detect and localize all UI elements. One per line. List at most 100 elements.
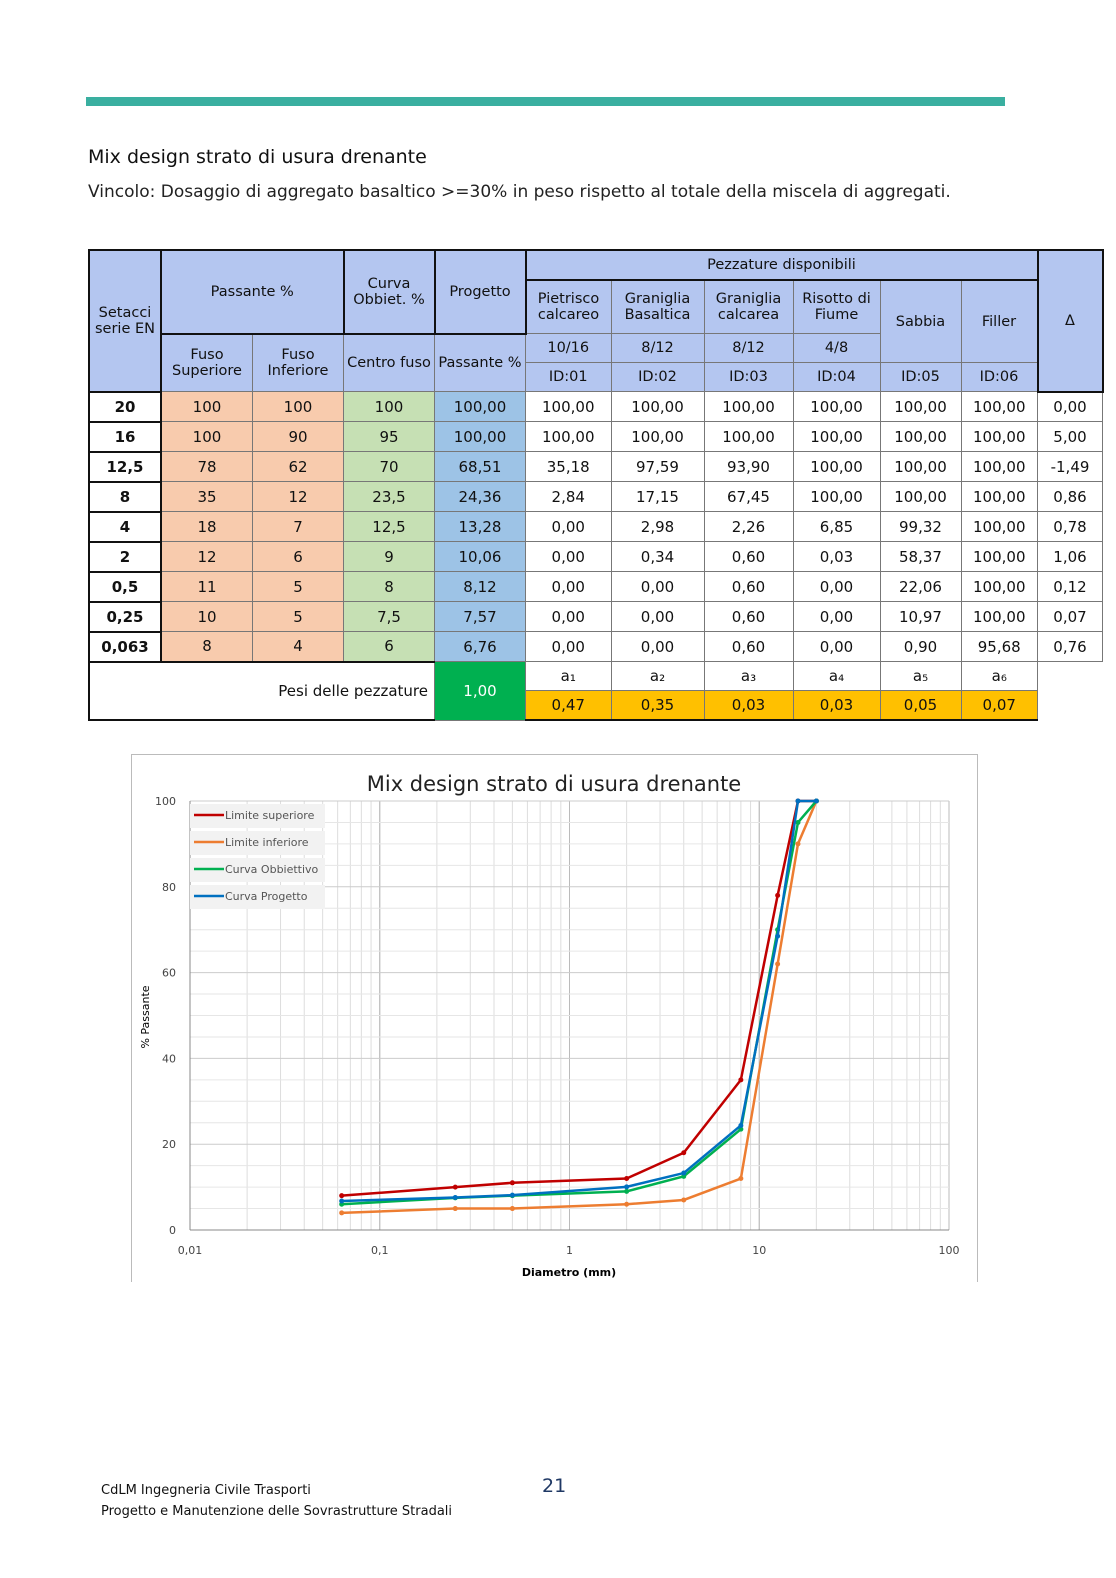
table-cell: 0,76: [1037, 631, 1103, 662]
y-tick-label: 80: [162, 881, 176, 894]
data-point: [795, 798, 801, 804]
table-cell: 0,063: [88, 630, 162, 663]
table-cell: 78: [160, 451, 253, 482]
header-material-id: ID:03: [703, 362, 794, 392]
data-point: [795, 819, 801, 825]
table-cell: 100,00: [792, 481, 881, 512]
table-row: 0,25 10 5 7,5 7,57 0,00 0,00 0,60 0,00 10,97 100,0…: [88, 600, 1103, 633]
y-tick-label: 0: [169, 1224, 176, 1237]
data-point: [775, 961, 781, 967]
table-row: 2 12 6 9 10,06 0,00 0,34 0,60 0,03 58,37 100,00 1,0…: [88, 540, 1103, 573]
table-row: 4 18 7 12,5 13,28 0,00 2,98 2,26 6,85 99,32 100,00…: [88, 510, 1103, 543]
table-cell: 0,00: [610, 571, 705, 602]
data-point: [339, 1193, 345, 1199]
table-cell: 100,00: [960, 541, 1038, 572]
data-point: [339, 1210, 345, 1216]
table-cell: -1,49: [1037, 451, 1103, 482]
data-point: [509, 1180, 515, 1186]
weight-name: a₂: [610, 661, 705, 691]
table-cell: 9: [343, 541, 435, 572]
table-cell: 16: [88, 420, 162, 453]
table-cell: 0,12: [1037, 571, 1103, 602]
table-cell: 10,06: [434, 541, 526, 572]
footer-course: CdLM Ingegneria Civile Trasporti: [101, 1483, 311, 1498]
table-cell: 100,00: [434, 391, 526, 422]
table-cell: 2,26: [703, 511, 794, 542]
table-cell: 22,06: [879, 571, 962, 602]
table-cell: 100,00: [792, 451, 881, 482]
table-cell: 0,00: [525, 571, 612, 602]
header-curva: Curva Obbiet. %: [342, 249, 436, 335]
table-cell: 100: [252, 391, 344, 422]
table-cell: 100: [160, 421, 253, 452]
series-line-3: [341, 799, 817, 1203]
table-cell: 100,00: [792, 391, 881, 422]
table-row: 0,5 11 5 8 8,12 0,00 0,00 0,60 0,00 22,06 100,00 0,…: [88, 570, 1103, 603]
page-number: 21: [542, 1475, 567, 1497]
data-point: [452, 1206, 458, 1212]
weight-name: a₆: [960, 661, 1038, 691]
table-cell: 0,90: [879, 631, 962, 662]
section-title: Mix design strato di usura drenante: [88, 146, 427, 168]
table-cell: 2,84: [525, 481, 612, 512]
table-cell: 0,00: [610, 601, 705, 632]
table-cell: 7: [252, 511, 344, 542]
table-cell: 100,00: [960, 421, 1038, 452]
weight-value: 0,47: [525, 690, 612, 721]
table-cell: 0,60: [703, 541, 794, 572]
table-cell: 17,15: [610, 481, 705, 512]
table-cell: 6: [252, 541, 344, 572]
data-point: [624, 1201, 630, 1207]
table-cell: 100,00: [879, 391, 962, 422]
legend-label: Limite inferiore: [225, 836, 309, 849]
table-cell: 7,5: [343, 601, 435, 632]
header-rule: [86, 97, 1005, 106]
table-cell: 0,00: [525, 631, 612, 662]
data-point: [509, 1206, 515, 1212]
x-tick-label: 1: [566, 1244, 573, 1257]
table-cell: 100,00: [525, 421, 612, 452]
header-material-id: ID:04: [792, 362, 881, 392]
weight-name: a₄: [792, 661, 881, 691]
table-cell: 0,60: [703, 631, 794, 662]
table-cell: 0,34: [610, 541, 705, 572]
table-cell: 8: [160, 631, 253, 662]
table-cell: 20: [88, 390, 162, 423]
mix-design-table: Setacci serie EN Passante % Curva Obbiet. …: [88, 249, 1104, 721]
table-cell: 11: [160, 571, 253, 602]
data-point: [452, 1195, 458, 1201]
weight-value: 0,07: [960, 690, 1038, 721]
table-row: 0,063 8 4 6 6,76 0,00 0,00 0,60 0,00 0,90 95,68 0,7…: [88, 630, 1103, 663]
table-cell: 95,68: [960, 631, 1038, 662]
data-point: [775, 933, 781, 939]
weight-value: 0,03: [703, 690, 794, 721]
table-cell: 2: [88, 540, 162, 573]
table-cell: 100: [160, 391, 253, 422]
table-cell: 2,98: [610, 511, 705, 542]
table-cell: 1,06: [1037, 541, 1103, 572]
data-point: [681, 1170, 687, 1176]
table-cell: 100,00: [960, 511, 1038, 542]
header-material: Graniglia calcarea: [703, 279, 794, 334]
table-cell: 100,00: [610, 391, 705, 422]
table-cell: 0,03: [792, 541, 881, 572]
constraint-text: Vincolo: Dosaggio di aggregato basaltico…: [88, 182, 951, 202]
table-cell: 90: [252, 421, 344, 452]
table-cell: 0,78: [1037, 511, 1103, 542]
table-cell: 0,5: [88, 570, 162, 603]
x-tick-label: 0,1: [371, 1244, 389, 1257]
data-point: [339, 1198, 345, 1204]
data-point: [509, 1192, 515, 1198]
header-material-id: ID:05: [879, 362, 962, 392]
table-cell: 5: [252, 601, 344, 632]
header-material: Pietrisco calcareo: [525, 279, 612, 334]
data-point: [681, 1197, 687, 1203]
data-point: [795, 841, 801, 847]
table-cell: 0,60: [703, 571, 794, 602]
data-point: [738, 1077, 744, 1083]
weight-value: 0,05: [879, 690, 962, 721]
header-material: Risotto di Fiume: [792, 279, 881, 334]
table-cell: 100,00: [703, 421, 794, 452]
table-cell: 100,00: [525, 391, 612, 422]
table-cell: 6,85: [792, 511, 881, 542]
